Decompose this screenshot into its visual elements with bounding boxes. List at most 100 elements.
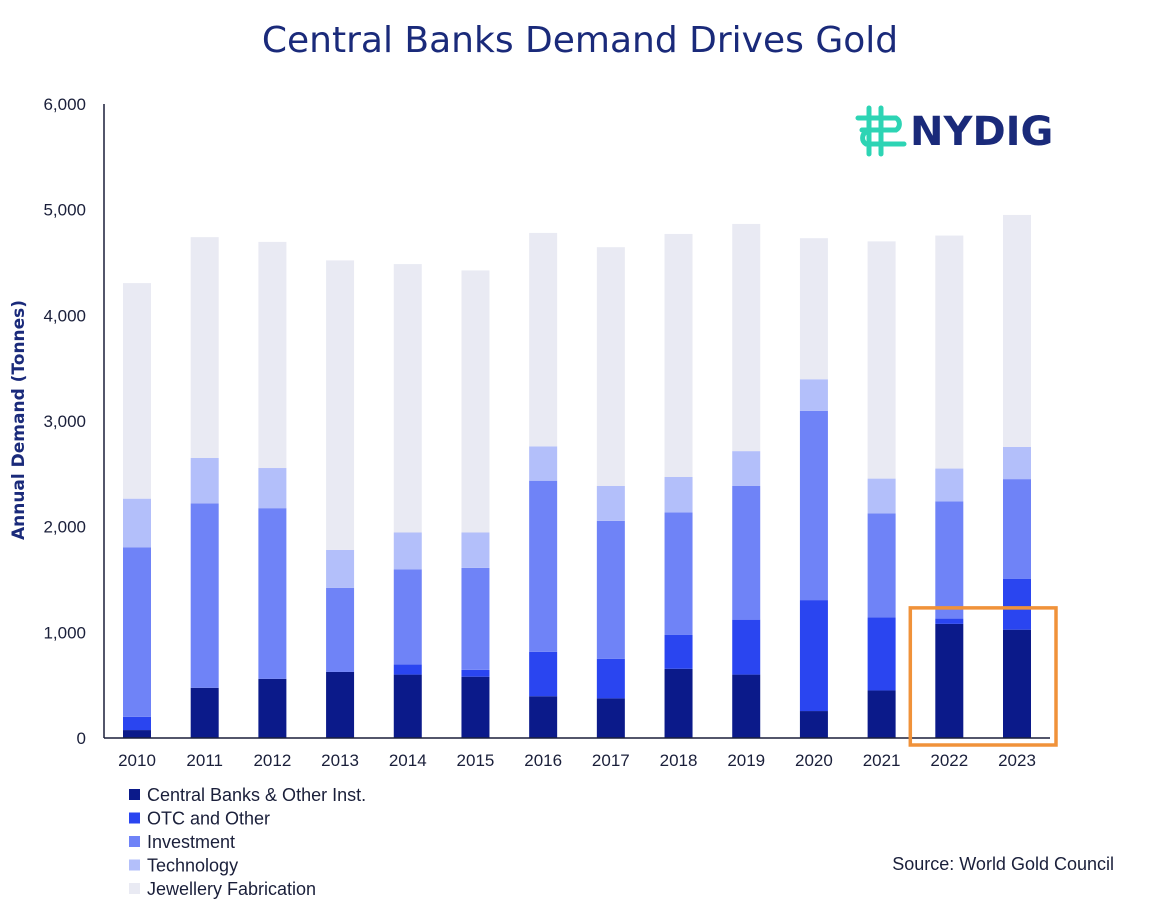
- bar-stack-2017: [596, 247, 625, 738]
- bar-segment-2017-s1: [596, 658, 625, 699]
- x-tick-label: 2011: [186, 751, 223, 770]
- legend-swatch-s4: [129, 883, 140, 894]
- bar-stack-2021: [867, 241, 896, 738]
- bar-segment-2019-s2: [732, 485, 761, 620]
- bar-segment-2018-s1: [664, 634, 693, 669]
- x-tick-label: 2018: [660, 751, 698, 770]
- bar-segment-2016-s4: [529, 232, 558, 447]
- bar-segment-2015-s1: [461, 669, 490, 677]
- bar-segment-2019-s0: [732, 674, 761, 738]
- bar-segment-2021-s3: [867, 478, 896, 514]
- bar-segment-2013-s4: [326, 260, 355, 550]
- bar-segment-2016-s2: [529, 480, 558, 652]
- bar-segment-2016-s1: [529, 651, 558, 697]
- bar-segment-2018-s4: [664, 233, 693, 478]
- bar-segment-2017-s4: [596, 247, 625, 486]
- y-axis-label: Annual Demand (Tonnes): [9, 300, 29, 540]
- bar-segment-2012-s3: [258, 468, 287, 509]
- legend-swatch-s2: [129, 836, 140, 847]
- bar-segment-2022-s0: [935, 623, 964, 738]
- bar-segment-2015-s4: [461, 270, 490, 533]
- x-tick-label: 2019: [727, 751, 765, 770]
- bar-segment-2020-s0: [799, 711, 828, 738]
- bar-stack-2010: [123, 283, 151, 738]
- nydig-logo-icon: [855, 105, 907, 157]
- bar-stack-2011: [190, 237, 219, 738]
- x-tick-label: 2015: [457, 751, 495, 770]
- bar-segment-2020-s2: [799, 410, 828, 601]
- y-tick-label: 3,000: [43, 412, 86, 431]
- bar-segment-2019-s4: [732, 223, 761, 452]
- bar-segment-2015-s2: [461, 567, 490, 670]
- bar-segment-2018-s2: [664, 512, 693, 635]
- y-tick-label: 2,000: [43, 518, 86, 537]
- bar-segment-2017-s0: [596, 698, 625, 738]
- y-tick-label: 6,000: [43, 95, 86, 114]
- bar-segment-2023-s0: [1003, 629, 1031, 738]
- bar-segment-2012-s0: [258, 678, 287, 738]
- bar-segment-2010-s1: [123, 716, 151, 731]
- bar-segment-2010-s4: [123, 283, 151, 499]
- bar-stack-2016: [529, 232, 558, 738]
- bar-segment-2018-s3: [664, 477, 693, 513]
- bar-segment-2011-s4: [190, 237, 219, 458]
- bar-segment-2011-s3: [190, 457, 219, 504]
- bar-segment-2021-s4: [867, 241, 896, 479]
- highlight-box: [908, 606, 1058, 747]
- bar-segment-2019-s3: [732, 451, 761, 486]
- bar-segment-2014-s4: [393, 264, 422, 533]
- bar-segment-2010-s3: [123, 498, 151, 548]
- x-tick-label: 2022: [930, 751, 968, 770]
- bar-segment-2022-s3: [935, 468, 964, 502]
- y-tick-label: 4,000: [43, 306, 86, 325]
- bar-segment-2018-s0: [664, 668, 693, 738]
- bar-segment-2023-s3: [1003, 446, 1031, 480]
- bar-segment-2015-s3: [461, 532, 490, 568]
- x-tick-label: 2020: [795, 751, 833, 770]
- bar-stack-2014: [393, 264, 422, 738]
- bar-segment-2014-s0: [393, 674, 422, 738]
- bar-segment-2021-s0: [867, 690, 896, 738]
- bars: [123, 214, 1031, 738]
- bar-stack-2013: [326, 260, 355, 738]
- legend: Central Banks & Other Inst. OTC and Other…: [129, 785, 366, 899]
- y-tick-label: 5,000: [43, 201, 86, 220]
- bar-segment-2012-s2: [258, 508, 287, 679]
- bar-segment-2010-s0: [123, 730, 151, 738]
- bar-segment-2016-s0: [529, 696, 558, 738]
- x-tick-label: 2010: [118, 751, 156, 770]
- y-tick-label: 0: [77, 729, 86, 748]
- bar-segment-2023-s4: [1003, 214, 1031, 447]
- bar-segment-2021-s2: [867, 513, 896, 618]
- legend-label: Jewellery Fabrication: [147, 879, 316, 899]
- bar-segment-2013-s3: [326, 549, 355, 588]
- x-tick-label: 2023: [998, 751, 1036, 770]
- bar-segment-2017-s2: [596, 520, 625, 659]
- bar-segment-2017-s3: [596, 485, 625, 521]
- x-tick-label: 2021: [863, 751, 901, 770]
- bar-segment-2013-s2: [326, 587, 355, 672]
- legend-label: Investment: [147, 832, 235, 852]
- x-tick-label: 2013: [321, 751, 359, 770]
- bar-segment-2019-s1: [732, 619, 761, 675]
- brand-name: NYDIG: [910, 109, 1053, 155]
- y-axis-ticks: 0 1,000 2,000 3,000 4,000 5,000 6,000: [43, 95, 86, 748]
- bar-segment-2012-s4: [258, 241, 287, 469]
- legend-swatch-s3: [129, 859, 140, 871]
- chart-title: Central Banks Demand Drives Gold: [262, 20, 898, 61]
- bar-segment-2022-s2: [935, 501, 964, 619]
- bar-segment-2015-s0: [461, 676, 490, 738]
- legend-label: Central Banks & Other Inst.: [147, 785, 366, 805]
- bar-stack-2012: [258, 241, 287, 738]
- bar-segment-2023-s1: [1003, 578, 1031, 630]
- bar-segment-2014-s2: [393, 569, 422, 665]
- bar-segment-2023-s2: [1003, 479, 1031, 579]
- x-tick-label: 2012: [253, 751, 291, 770]
- bar-segment-2020-s4: [799, 238, 828, 380]
- bar-stack-2020: [799, 238, 828, 738]
- bar-segment-2022-s1: [935, 618, 964, 624]
- source-note: Source: World Gold Council: [892, 854, 1114, 874]
- bar-stack-2019: [732, 223, 761, 738]
- bar-segment-2014-s3: [393, 532, 422, 570]
